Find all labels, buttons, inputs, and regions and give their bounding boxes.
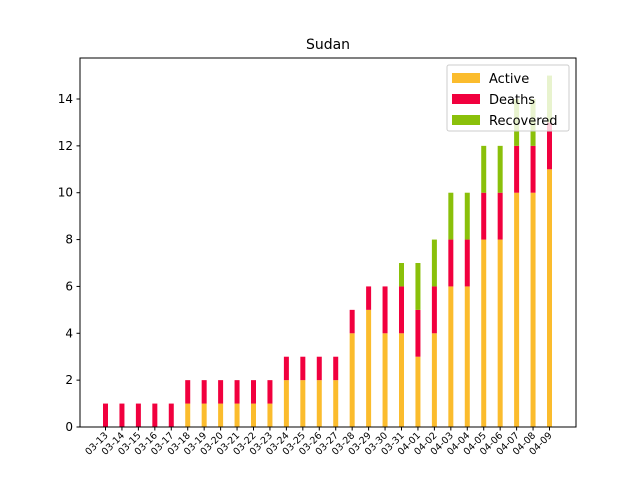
bar-active-03-27 bbox=[333, 380, 339, 427]
bar-active-04-04 bbox=[464, 286, 470, 427]
plot-frame bbox=[79, 57, 577, 428]
bar-deaths-03-17 bbox=[168, 403, 174, 427]
y-tick-label-14: 14 bbox=[58, 92, 73, 106]
bar-active-04-02 bbox=[431, 333, 437, 427]
bar-active-03-28 bbox=[349, 333, 355, 427]
bar-recovered-04-01 bbox=[415, 263, 421, 310]
bar-deaths-03-28 bbox=[349, 309, 355, 334]
bar-deaths-03-25 bbox=[300, 356, 306, 381]
bar-deaths-03-27 bbox=[333, 356, 339, 381]
bar-active-04-07 bbox=[514, 192, 520, 427]
bar-deaths-04-03 bbox=[448, 239, 454, 287]
y-tick-label-2: 2 bbox=[65, 373, 73, 387]
bar-deaths-03-23 bbox=[267, 380, 273, 404]
bar-recovered-04-02 bbox=[431, 239, 437, 287]
bar-deaths-04-08 bbox=[530, 145, 536, 193]
bar-deaths-04-01 bbox=[415, 309, 421, 357]
bar-active-04-03 bbox=[448, 286, 454, 427]
bar-deaths-03-15 bbox=[135, 403, 141, 427]
bar-active-03-20 bbox=[218, 403, 224, 427]
bar-deaths-03-29 bbox=[366, 286, 372, 310]
bar-active-03-18 bbox=[185, 403, 191, 427]
y-tick-label-8: 8 bbox=[65, 233, 73, 247]
bar-active-04-01 bbox=[415, 356, 421, 427]
bar-deaths-04-06 bbox=[497, 192, 503, 240]
bar-deaths-03-22 bbox=[251, 380, 256, 404]
bar-deaths-03-20 bbox=[218, 380, 224, 404]
bar-active-04-05 bbox=[481, 239, 487, 427]
bar-deaths-03-31 bbox=[399, 286, 404, 334]
bar-active-04-09 bbox=[547, 169, 552, 428]
legend-label-active: Active bbox=[489, 72, 529, 87]
legend: Active Deaths Recovered bbox=[446, 64, 570, 132]
bars-layer bbox=[103, 75, 552, 428]
bar-active-03-25 bbox=[300, 380, 306, 427]
bar-deaths-04-07 bbox=[514, 145, 520, 193]
bar-active-03-21 bbox=[234, 403, 240, 427]
bar-deaths-04-05 bbox=[481, 192, 487, 240]
bar-active-03-26 bbox=[316, 380, 322, 427]
y-tick-label-0: 0 bbox=[65, 420, 73, 434]
bar-deaths-04-04 bbox=[464, 239, 470, 287]
chart-title: Sudan bbox=[306, 37, 350, 53]
legend-label-recovered: Recovered bbox=[489, 114, 558, 129]
legend-label-deaths: Deaths bbox=[489, 93, 535, 108]
bar-active-03-29 bbox=[366, 309, 372, 427]
bar-deaths-03-21 bbox=[234, 380, 240, 404]
bar-deaths-03-18 bbox=[185, 380, 191, 404]
bar-active-03-30 bbox=[382, 333, 388, 427]
y-tick-label-4: 4 bbox=[65, 326, 73, 340]
legend-swatch-deaths bbox=[452, 94, 480, 104]
bar-deaths-03-30 bbox=[382, 286, 388, 334]
bar-recovered-04-03 bbox=[448, 192, 454, 240]
bar-active-03-19 bbox=[201, 403, 207, 427]
legend-swatch-active bbox=[452, 73, 480, 83]
bar-active-04-06 bbox=[497, 239, 503, 427]
bar-deaths-03-13 bbox=[103, 403, 108, 427]
bar-active-04-08 bbox=[530, 192, 536, 427]
bar-deaths-04-09 bbox=[547, 122, 552, 170]
bar-recovered-04-06 bbox=[497, 145, 503, 193]
bar-active-03-24 bbox=[283, 380, 289, 427]
bar-deaths-03-24 bbox=[283, 356, 289, 381]
bar-recovered-04-05 bbox=[481, 145, 487, 193]
bar-deaths-03-19 bbox=[201, 380, 207, 404]
bar-active-03-31 bbox=[399, 333, 404, 427]
bar-recovered-03-31 bbox=[399, 263, 404, 287]
bar-recovered-04-04 bbox=[464, 192, 470, 240]
bar-active-03-23 bbox=[267, 403, 273, 427]
legend-swatch-recovered bbox=[452, 115, 480, 125]
y-tick-label-10: 10 bbox=[58, 186, 73, 200]
y-tick-label-6: 6 bbox=[65, 279, 73, 293]
y-tick-label-12: 12 bbox=[58, 139, 73, 153]
bar-deaths-03-26 bbox=[316, 356, 322, 381]
bar-deaths-04-02 bbox=[431, 286, 437, 334]
bar-deaths-03-16 bbox=[152, 403, 158, 427]
bar-deaths-03-14 bbox=[119, 403, 125, 427]
bar-active-03-22 bbox=[251, 403, 256, 427]
